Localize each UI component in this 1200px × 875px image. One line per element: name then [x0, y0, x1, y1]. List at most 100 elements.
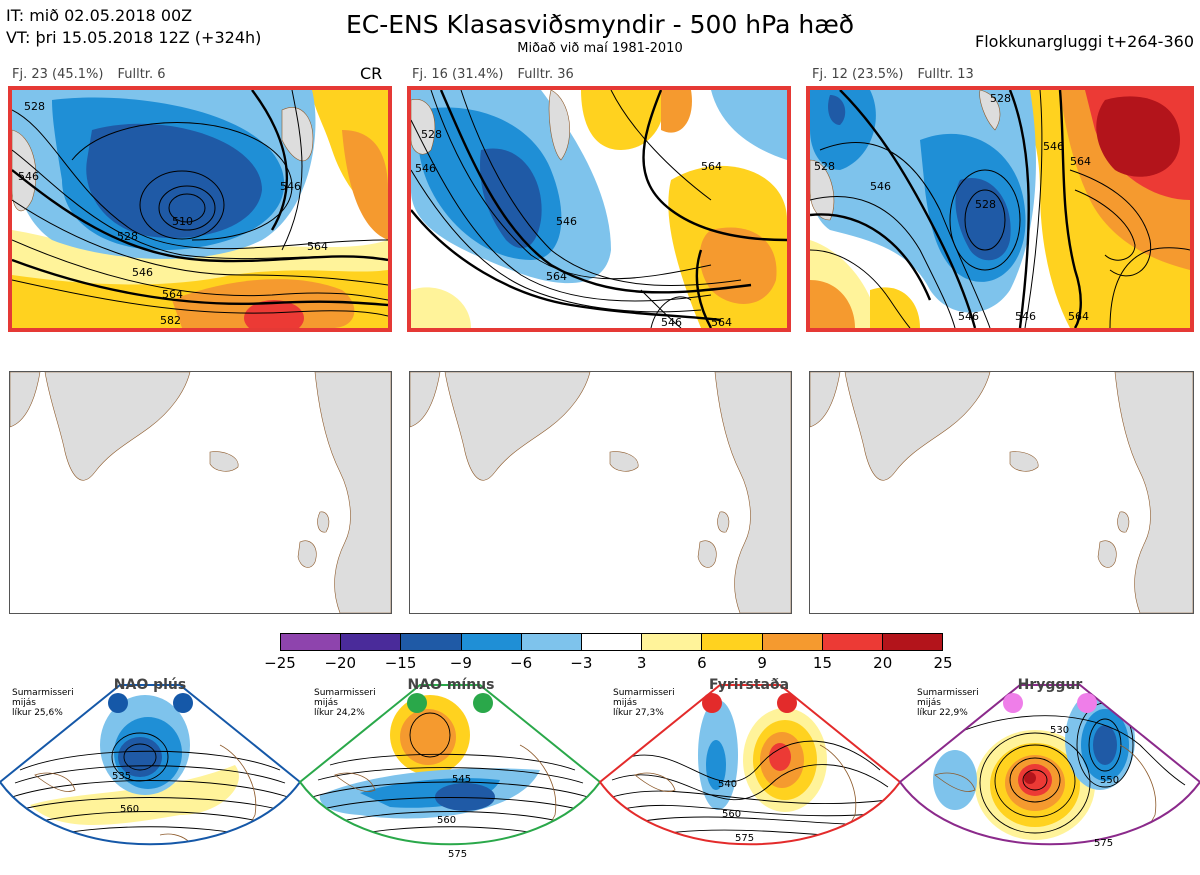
- colorbar-swatch: [401, 634, 462, 650]
- regime-outline: [298, 684, 602, 846]
- colorbar-tick-label: −25: [264, 654, 296, 672]
- regime-contour-label: 535: [112, 771, 131, 782]
- panel-2-contour-label: 564: [711, 316, 732, 328]
- colorbar-tick-label: 20: [873, 654, 893, 672]
- regime-1-title: NAO plús: [113, 677, 187, 693]
- page-subtitle: Miðað við maí 1981-2010: [517, 41, 683, 56]
- regime-contour-label: 560: [437, 815, 456, 826]
- panel-2-contour-label: 546: [661, 316, 682, 328]
- panel-2-representative: Fulltr. 36: [517, 67, 574, 82]
- panel-3-contour-label: 546: [870, 180, 891, 193]
- empty-map-2: [409, 371, 792, 614]
- colorbar-swatch: [702, 634, 763, 650]
- anomaly-colorbar: [280, 633, 943, 651]
- regime-2-dot: [407, 693, 427, 713]
- colorbar-tick-label: −20: [324, 654, 357, 672]
- colorbar-swatch: [762, 634, 823, 650]
- panel-2-cluster: Fj. 16 (31.4%): [412, 67, 504, 82]
- regime-1-dot: [108, 693, 128, 713]
- regime-contour-label: 550: [1100, 775, 1119, 786]
- valid-time-label: VT: þri 15.05.2018 12Z (+324h): [6, 28, 262, 47]
- regime-outline: [898, 684, 1200, 846]
- panel-1-contour-label: 546: [132, 266, 153, 279]
- regime-3-note: Sumarmisseri mijás líkur 27,3%: [613, 688, 675, 718]
- colorbar-swatch: [581, 634, 643, 650]
- colorbar-tick-label: 6: [697, 654, 707, 672]
- panel-1-contour-label: 528: [24, 100, 45, 113]
- panel-2-contour-label: 564: [701, 160, 722, 173]
- panel-1-cluster: Fj. 23 (45.1%): [12, 67, 104, 82]
- panel-3-contour-label: 546: [958, 310, 979, 323]
- panel-3-cluster: Fj. 12 (23.5%): [812, 67, 904, 82]
- regime-outline: [598, 684, 902, 846]
- classification-window: Flokkunargluggi t+264-360: [975, 32, 1194, 51]
- colorbar-swatch: [461, 634, 522, 650]
- panel-1-contour-label: 546: [280, 180, 301, 193]
- panel-2-contour-label: 546: [415, 162, 436, 175]
- panel-3-contour-label: 528: [990, 92, 1011, 105]
- panel-1-contour-label: 564: [307, 240, 328, 253]
- colorbar-swatch: [882, 634, 943, 650]
- panel-3-contour-label: 528: [814, 160, 835, 173]
- panel-1-representative: Fulltr. 6: [117, 67, 166, 82]
- colorbar-swatch: [642, 634, 703, 650]
- panel-1-label: Fj. 23 (45.1%) Fulltr. 6: [12, 67, 180, 82]
- colorbar-swatch: [822, 634, 883, 650]
- colorbar-swatch: [281, 634, 342, 650]
- regime-1-dot: [173, 693, 193, 713]
- regime-4-note: Sumarmisseri mijás líkur 22,9%: [917, 688, 979, 718]
- panel-1-contour-label: 510: [172, 215, 193, 228]
- initial-time-label: IT: mið 02.05.2018 00Z: [6, 6, 193, 25]
- colorbar-tick-label: −3: [570, 654, 593, 672]
- panel-3-contour-label: 546: [1015, 310, 1036, 323]
- cluster-map-1: 528 546 510 528 546 564 564 582 546: [8, 86, 392, 332]
- regime-3-dot: [777, 693, 797, 713]
- colorbar-tick-label: 15: [812, 654, 832, 672]
- panel-1-contour-label: 546: [18, 170, 39, 183]
- colorbar-tick-label: 25: [933, 654, 953, 672]
- panel-1-contour-label: 564: [162, 288, 183, 301]
- regime-4-title: Hryggur: [1017, 677, 1083, 693]
- panel-3-contour-label: 546: [1043, 140, 1064, 153]
- colorbar-tick-label: 3: [636, 654, 647, 672]
- panel-3-contour-label: 564: [1070, 155, 1091, 168]
- colorbar-tick-label: −6: [510, 654, 533, 672]
- regime-2-dot: [473, 693, 493, 713]
- panel-2-contour-label: 528: [421, 128, 442, 141]
- regime-2-note: Sumarmisseri mijás líkur 24,2%: [314, 688, 376, 718]
- panel-2-contour-label: 564: [546, 270, 567, 283]
- panel-3-label: Fj. 12 (23.5%) Fulltr. 13: [812, 67, 988, 82]
- regime-2-title: NAO mínus: [407, 677, 495, 693]
- panel-2-contour-label: 546: [556, 215, 577, 228]
- regime-3-title: Fyrirstaða: [708, 677, 790, 693]
- page-title: EC-ENS Klasasviðsmyndir - 500 hPa hæð: [345, 10, 855, 39]
- cluster-map-2: 528 546 546 564 564 546 564: [407, 86, 791, 332]
- panel-1-tag: CR: [360, 64, 383, 83]
- regime-4-dot: [1003, 693, 1023, 713]
- panel-1-contour-label: 582: [160, 314, 181, 327]
- regime-contour-label: 545: [452, 774, 471, 785]
- regime-contour-label: 530: [1050, 725, 1069, 736]
- panel-3-contour-label: 564: [1068, 310, 1089, 323]
- regime-outline: [0, 684, 302, 846]
- panel-1-contour-label: 528: [117, 230, 138, 243]
- regime-contour-label: 575: [735, 833, 754, 844]
- regime-row: 535 560 545 560 575 540 560 575 530 550 …: [0, 675, 1200, 871]
- regime-contour-label: 540: [718, 779, 737, 790]
- panel-3-representative: Fulltr. 13: [917, 67, 974, 82]
- regime-contour-label: 560: [120, 804, 139, 815]
- regime-4-dot: [1077, 693, 1097, 713]
- header-dates: IT: mið 02.05.2018 00Z VT: þri 15.05.201…: [6, 5, 261, 49]
- empty-map-3: [809, 371, 1194, 614]
- colorbar-tick-label: −9: [449, 654, 472, 672]
- colorbar-swatch: [341, 634, 402, 650]
- regime-contour-label: 575: [448, 849, 467, 860]
- colorbar-tick-label: 9: [757, 654, 767, 672]
- regime-1-note: Sumarmisseri mijás líkur 25,6%: [12, 688, 74, 718]
- panel-3-contour-label: 528: [975, 198, 996, 211]
- regime-contour-label: 575: [1094, 838, 1113, 849]
- empty-map-1: [9, 371, 392, 614]
- panel-2-label: Fj. 16 (31.4%) Fulltr. 36: [412, 67, 588, 82]
- regime-contour-label: 560: [722, 809, 741, 820]
- cluster-map-3: 528 546 528 546 546 564 564 546 528: [806, 86, 1194, 332]
